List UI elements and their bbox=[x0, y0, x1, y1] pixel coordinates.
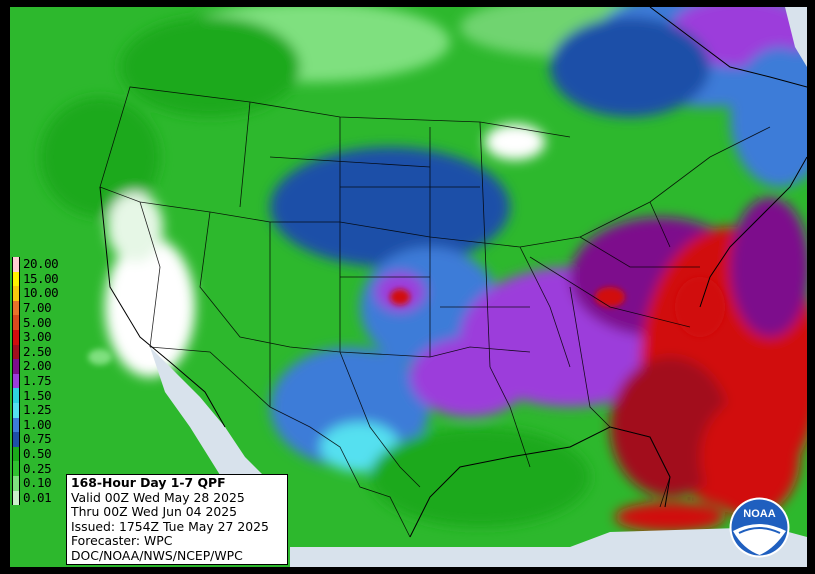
legend-label: 1.75 bbox=[23, 373, 52, 389]
legend-row: 20.00 bbox=[12, 257, 70, 272]
legend-label: 1.50 bbox=[23, 387, 52, 403]
legend-label: 0.50 bbox=[23, 446, 52, 462]
legend-swatch bbox=[12, 402, 20, 418]
info-forecaster: Forecaster: WPC bbox=[71, 533, 173, 549]
northeast-ocean bbox=[785, 7, 807, 67]
precip-legend: 20.00 15.00 10.00 7.00 5.00 3.00 2.50 2.00 1.75 1… bbox=[12, 257, 70, 506]
legend-label: 15.00 bbox=[23, 270, 59, 286]
legend-label: 3.00 bbox=[23, 329, 52, 345]
legend-swatch bbox=[12, 461, 20, 476]
legend-swatch bbox=[12, 388, 20, 403]
legend-row: 0.01 bbox=[12, 489, 70, 506]
precip-fields bbox=[40, 7, 807, 532]
legend-row: 3.00 bbox=[12, 330, 70, 345]
legend-row: 2.00 bbox=[12, 359, 70, 374]
legend-label: 0.75 bbox=[23, 431, 52, 447]
legend-swatch bbox=[12, 271, 20, 287]
legend-swatch bbox=[12, 329, 20, 345]
legend-label: 20.00 bbox=[23, 256, 59, 272]
legend-label: 2.00 bbox=[23, 358, 52, 374]
info-thru: Thru 00Z Wed Jun 04 2025 bbox=[71, 504, 237, 520]
legend-row: 5.00 bbox=[12, 315, 70, 330]
legend-label: 10.00 bbox=[23, 285, 59, 301]
state-borders bbox=[99, 86, 771, 538]
legend-row: 1.00 bbox=[12, 416, 70, 433]
legend-label: 1.25 bbox=[23, 402, 52, 418]
legend-swatch bbox=[12, 286, 20, 301]
legend-label: 5.00 bbox=[23, 314, 52, 330]
info-agency: DOC/NOAA/NWS/NCEP/WPC bbox=[71, 547, 243, 563]
legend-label: 2.50 bbox=[23, 343, 52, 359]
noaa-logo-text: NOAA bbox=[743, 508, 775, 520]
legend-row: 0.25 bbox=[12, 461, 70, 476]
info-valid: Valid 00Z Wed May 28 2025 bbox=[71, 489, 245, 505]
legend-swatch bbox=[12, 417, 20, 433]
legend-row: 0.75 bbox=[12, 432, 70, 447]
coastlines bbox=[99, 7, 807, 538]
info-issued: Issued: 1754Z Tue May 27 2025 bbox=[71, 518, 269, 534]
legend-swatch bbox=[12, 344, 20, 360]
legend-swatch bbox=[12, 315, 20, 330]
legend-swatch bbox=[12, 373, 20, 389]
legend-swatch bbox=[12, 446, 20, 462]
bottom-ocean bbox=[290, 527, 807, 567]
legend-swatch bbox=[12, 432, 20, 447]
qpf-map bbox=[10, 7, 807, 567]
legend-label: 1.00 bbox=[23, 416, 52, 432]
noaa-logo: NOAA bbox=[729, 497, 790, 558]
legend-swatch bbox=[12, 257, 20, 272]
info-box: 168-Hour Day 1-7 QPF Valid 00Z Wed May 2… bbox=[66, 474, 288, 565]
legend-row: 0.50 bbox=[12, 447, 70, 462]
legend-swatch bbox=[12, 359, 20, 374]
legend-row: 1.50 bbox=[12, 388, 70, 403]
legend-row: 15.00 bbox=[12, 270, 70, 287]
legend-row: 1.75 bbox=[12, 374, 70, 389]
legend-row: 2.50 bbox=[12, 343, 70, 360]
legend-label: 7.00 bbox=[23, 300, 52, 316]
legend-row: 0.10 bbox=[12, 476, 70, 491]
legend-row: 7.00 bbox=[12, 301, 70, 316]
legend-row: 1.25 bbox=[12, 403, 70, 418]
legend-label: 0.25 bbox=[23, 460, 52, 476]
legend-label: 0.01 bbox=[23, 489, 52, 505]
legend-row: 10.00 bbox=[12, 286, 70, 301]
legend-swatch bbox=[12, 300, 20, 316]
info-title: 168-Hour Day 1-7 QPF bbox=[71, 475, 226, 490]
legend-swatch bbox=[12, 490, 20, 506]
legend-label: 0.10 bbox=[23, 475, 52, 491]
legend-swatch bbox=[12, 475, 20, 491]
